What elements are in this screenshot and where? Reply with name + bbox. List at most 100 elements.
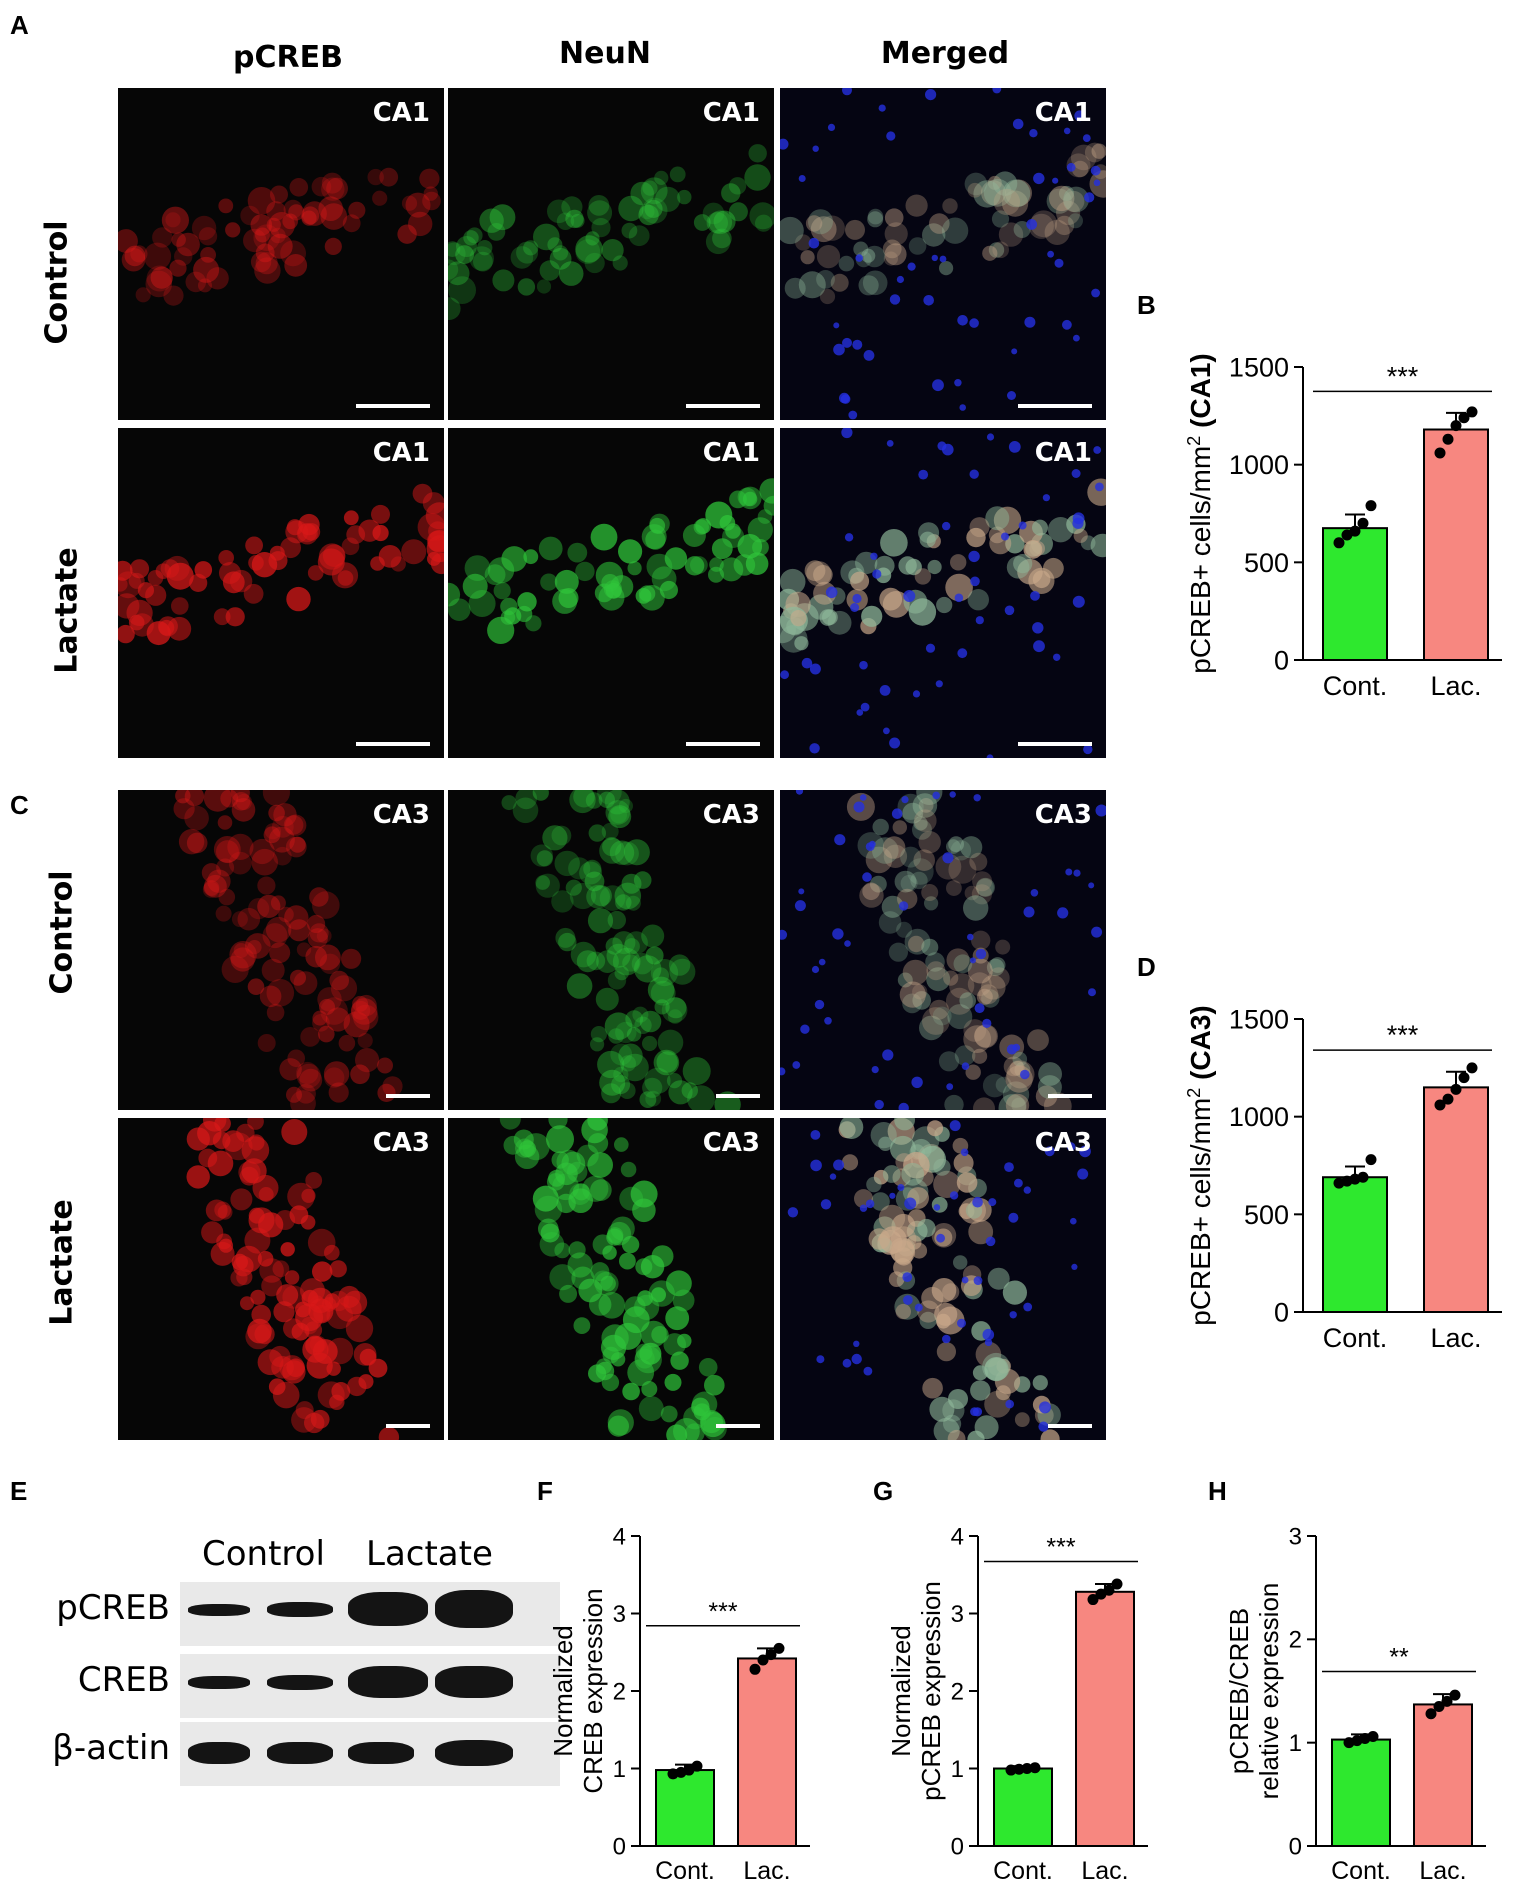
significance-stars: *** [708, 1598, 737, 1626]
y-axis-label: pCREB+ cells/mm2 (CA1) [1184, 353, 1216, 674]
band [267, 1675, 333, 1690]
scale-bar [356, 742, 430, 746]
bar-lactate [1423, 1086, 1489, 1313]
scale-bar [1048, 1424, 1092, 1428]
band [348, 1592, 428, 1626]
data-point [1013, 1763, 1025, 1775]
region-label: CA1 [372, 438, 430, 468]
region-label: CA1 [1034, 98, 1092, 128]
micrograph-merged-lactate-ca1: CA1 [780, 428, 1106, 758]
chart-f-creb: 0 1 2 3 4 Cont. Lac. *** Normalized CREB expressi… [552, 1523, 810, 1885]
region-label: CA1 [702, 98, 760, 128]
data-point [1111, 1578, 1123, 1590]
micrograph-merged-control-ca3: CA3 [780, 790, 1106, 1110]
data-point [765, 1649, 777, 1661]
region-label: CA1 [372, 98, 430, 128]
blot-label-creb: CREB [77, 1660, 170, 1700]
category-label: Cont. [1323, 1323, 1388, 1353]
data-point [749, 1663, 761, 1675]
category-label: Cont. [993, 1857, 1053, 1885]
micrograph-pcreb-control-ca1: CA1 [118, 88, 444, 420]
y-tick-label: 1 [1289, 1730, 1302, 1757]
western-blot: Control Lactate pCREB CREB β-actin [40, 1520, 560, 1786]
micrograph-merged-lactate-ca3: CA3 [780, 1118, 1106, 1440]
data-point [1441, 1695, 1453, 1707]
row-header-lactate-ca3: Lactate [44, 1199, 80, 1326]
data-point [1021, 1763, 1033, 1774]
micrograph-neun-lactate-ca3: CA3 [448, 1118, 774, 1440]
category-label: Cont. [1331, 1857, 1391, 1885]
data-point [1466, 406, 1478, 418]
data-point [1442, 1093, 1454, 1105]
panel-letter-a: A [10, 10, 29, 40]
chart-d-ca3: 0 500 1000 1500 Cont. Lac. *** pCREB+ cells/mm2… [1184, 1004, 1502, 1353]
column-header-merged: Merged [880, 36, 1010, 71]
region-label: CA1 [1034, 438, 1092, 468]
scale-bar [1048, 1094, 1092, 1098]
band [188, 1604, 250, 1616]
category-label: Lac. [1081, 1857, 1128, 1885]
y-tick-label: 0 [1289, 1833, 1302, 1860]
y-tick-label: 1500 [1229, 1004, 1289, 1034]
region-label: CA3 [702, 1128, 760, 1158]
data-point [1333, 537, 1345, 549]
category-label: Cont. [655, 1857, 715, 1885]
y-tick-label: 1000 [1229, 1102, 1289, 1132]
row-header-control-ca3: Control [44, 870, 80, 995]
data-point [1434, 447, 1446, 459]
panel-letter-d: D [1137, 952, 1156, 982]
y-tick-label: 0 [613, 1833, 626, 1860]
y-axis-label: relative expression [1254, 1583, 1284, 1800]
row-header-control-ca1: Control [39, 220, 75, 345]
data-point [1349, 525, 1361, 537]
scale-bar [686, 742, 760, 746]
scale-bar [716, 1424, 760, 1428]
y-tick-label: 4 [613, 1523, 626, 1550]
data-point [1367, 1730, 1379, 1742]
region-label: CA3 [702, 800, 760, 830]
y-axis-label: pCREB+ cells/mm2 (CA3) [1184, 1005, 1216, 1326]
band [188, 1676, 250, 1689]
chart-g-pcreb: 0 1 2 3 4 Cont. Lac. *** Normalized pCREB express… [890, 1523, 1148, 1885]
chart-b-ca1: 0 500 1000 1500 Cont. Lac. *** pCREB+ cells/mm2… [1184, 352, 1502, 701]
micrograph-pcreb-lactate-ca3: CA3 [118, 1118, 444, 1440]
scale-bar [1018, 404, 1092, 408]
region-label: CA3 [372, 800, 430, 830]
y-tick-label: 1 [613, 1756, 626, 1783]
bar-control [993, 1767, 1053, 1847]
significance-stars: *** [1387, 361, 1419, 391]
significance-stars: *** [1387, 1020, 1419, 1050]
data-point [1357, 517, 1369, 529]
region-label: CA1 [702, 438, 760, 468]
y-tick-label: 2 [1289, 1627, 1302, 1654]
band [435, 1590, 513, 1628]
band [348, 1666, 428, 1698]
category-label: Lac. [743, 1857, 790, 1885]
y-tick-label: 1000 [1229, 450, 1289, 480]
bar-control [655, 1769, 715, 1847]
blot-label-pcreb: pCREB [56, 1588, 170, 1628]
micrograph-pcreb-control-ca3: CA3 [118, 790, 444, 1110]
column-header-neun: NeuN [559, 36, 651, 71]
y-tick-label: 0 [1274, 645, 1289, 675]
data-point [691, 1760, 703, 1772]
bar-lactate [737, 1657, 797, 1847]
data-point [1458, 412, 1470, 424]
region-label: CA3 [1034, 1128, 1092, 1158]
blot-group-control: Control [202, 1534, 325, 1574]
data-point [1425, 1708, 1437, 1720]
y-tick-label: 2 [951, 1678, 964, 1705]
scale-bar [1018, 742, 1092, 746]
y-tick-label: 1 [951, 1756, 964, 1783]
scale-bar [686, 404, 760, 408]
data-point [757, 1654, 769, 1666]
bar-lactate [1075, 1590, 1135, 1847]
bar-lactate [1413, 1703, 1473, 1847]
y-tick-label: 3 [1289, 1523, 1302, 1550]
micrograph-neun-control-ca1: CA1 [448, 88, 774, 420]
category-label: Lac. [1430, 671, 1481, 701]
panel-letter-f: F [537, 1476, 553, 1506]
blot-group-lactate: Lactate [366, 1534, 493, 1574]
bar-control [1322, 1176, 1388, 1313]
y-tick-label: 1500 [1229, 352, 1289, 382]
